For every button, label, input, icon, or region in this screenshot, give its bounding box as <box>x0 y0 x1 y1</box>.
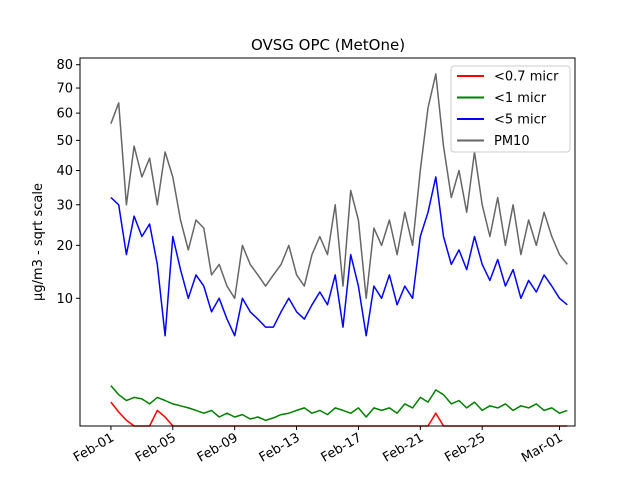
legend: <0.7 micr <1 micr <5 micr PM10 <box>450 65 571 153</box>
chart-title: OVSG OPC (MetOne) <box>251 36 405 54</box>
y-tick-label-0: 10 <box>56 292 73 307</box>
legend-label-3: PM10 <box>494 134 530 149</box>
y-tick-label-5: 60 <box>56 107 73 122</box>
series-line-2 <box>110 176 568 337</box>
y-tick-label-4: 50 <box>56 134 73 149</box>
series-line-3 <box>110 73 568 300</box>
plot-frame <box>79 57 576 427</box>
legend-label-2: <5 micr <box>494 113 547 128</box>
y-axis-label: µg/m3 - sqrt scale <box>31 183 46 301</box>
y-tick-label-2: 30 <box>56 198 73 213</box>
y-tick-label-1: 20 <box>56 239 73 254</box>
series-line-1 <box>110 385 568 422</box>
y-tick-label-6: 70 <box>56 82 73 97</box>
y-tick-label-7: 80 <box>56 58 73 73</box>
legend-box <box>450 65 571 153</box>
y-tick-label-3: 40 <box>56 164 73 179</box>
y-axis: 10 20 30 40 50 60 70 80 <box>56 58 80 307</box>
legend-label-0: <0.7 micr <box>494 70 559 85</box>
legend-label-1: <1 micr <box>494 91 547 106</box>
